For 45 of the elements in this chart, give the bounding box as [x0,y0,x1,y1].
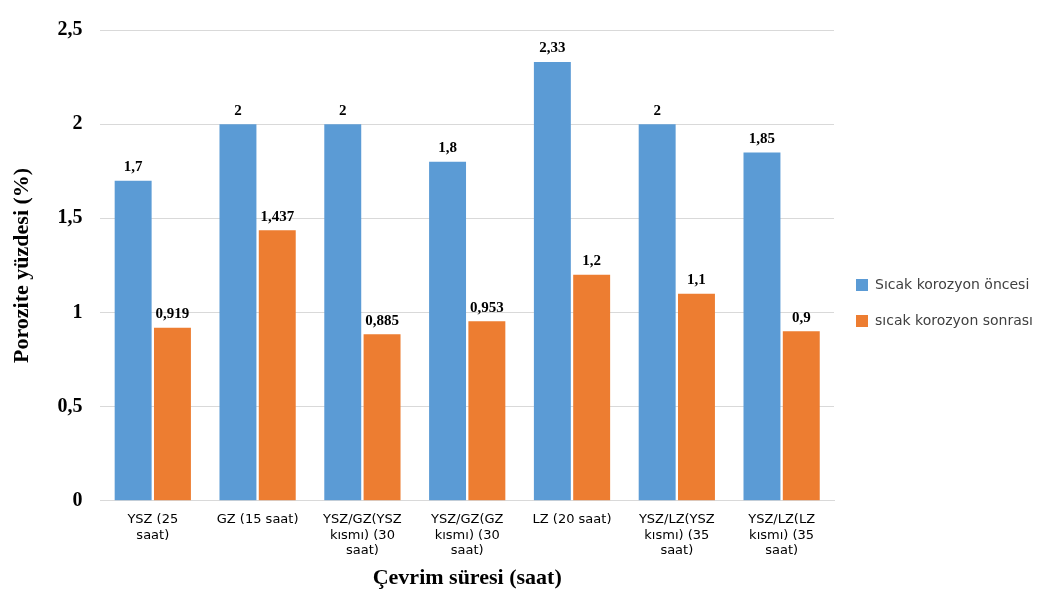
y-axis-title: Porozite yüzdesi (%) [7,167,33,363]
bar [638,124,676,501]
data-label: 1,2 [582,252,602,269]
x-tick-label: YSZ/LZ(YSZ kısmı) (35 saat) [637,510,715,558]
bar [468,321,506,501]
bar [219,124,257,501]
x-tick-label: YSZ/GZ(GZ kısmı) (30 saat) [429,510,504,558]
x-axis-title: Çevrim süresi (saat) [372,564,562,590]
data-label: 2 [339,101,347,118]
y-tick-label: 2,5 [57,17,83,40]
bar [429,161,467,501]
y-tick-label: 2 [72,111,83,134]
data-label: 1,7 [123,158,144,175]
x-tick-label: YSZ (25 saat) [126,510,179,542]
bar [678,293,715,501]
x-tick-label: LZ (20 saat) [532,510,612,526]
y-tick-label: 0 [72,487,83,510]
y-tick-label: 0,5 [57,393,83,416]
data-label: 0,9 [791,308,811,325]
data-label: 2 [234,101,242,118]
legend-label: sıcak korozyon sonrası [875,311,1034,328]
data-label: 2 [653,101,661,118]
bar [114,180,152,501]
bar [363,334,401,501]
bar [324,124,362,501]
data-label: 0,953 [469,298,504,315]
bar [533,62,571,501]
data-label: 1,85 [748,129,776,146]
bar [743,152,781,501]
data-label: 0,885 [365,311,399,328]
bar [573,274,611,501]
y-tick-label: 1,5 [57,205,83,228]
data-label: 1,437 [260,207,295,224]
y-tick-label: 1 [72,299,83,322]
x-tick-label: YSZ/LZ(LZ kısmı) (35 saat) [747,510,816,558]
bar [153,327,191,501]
data-label: 1,1 [687,271,706,288]
data-label: 2,33 [539,39,566,56]
x-tick-label: YSZ/GZ(YSZ kısmı) (30 saat) [322,510,402,558]
legend-label: Sıcak korozyon öncesi [875,275,1030,292]
bar [258,230,296,501]
x-tick-label: GZ (15 saat) [216,510,299,526]
data-label: 1,8 [438,139,457,156]
bar [782,331,820,501]
data-label: 0,919 [155,305,190,322]
